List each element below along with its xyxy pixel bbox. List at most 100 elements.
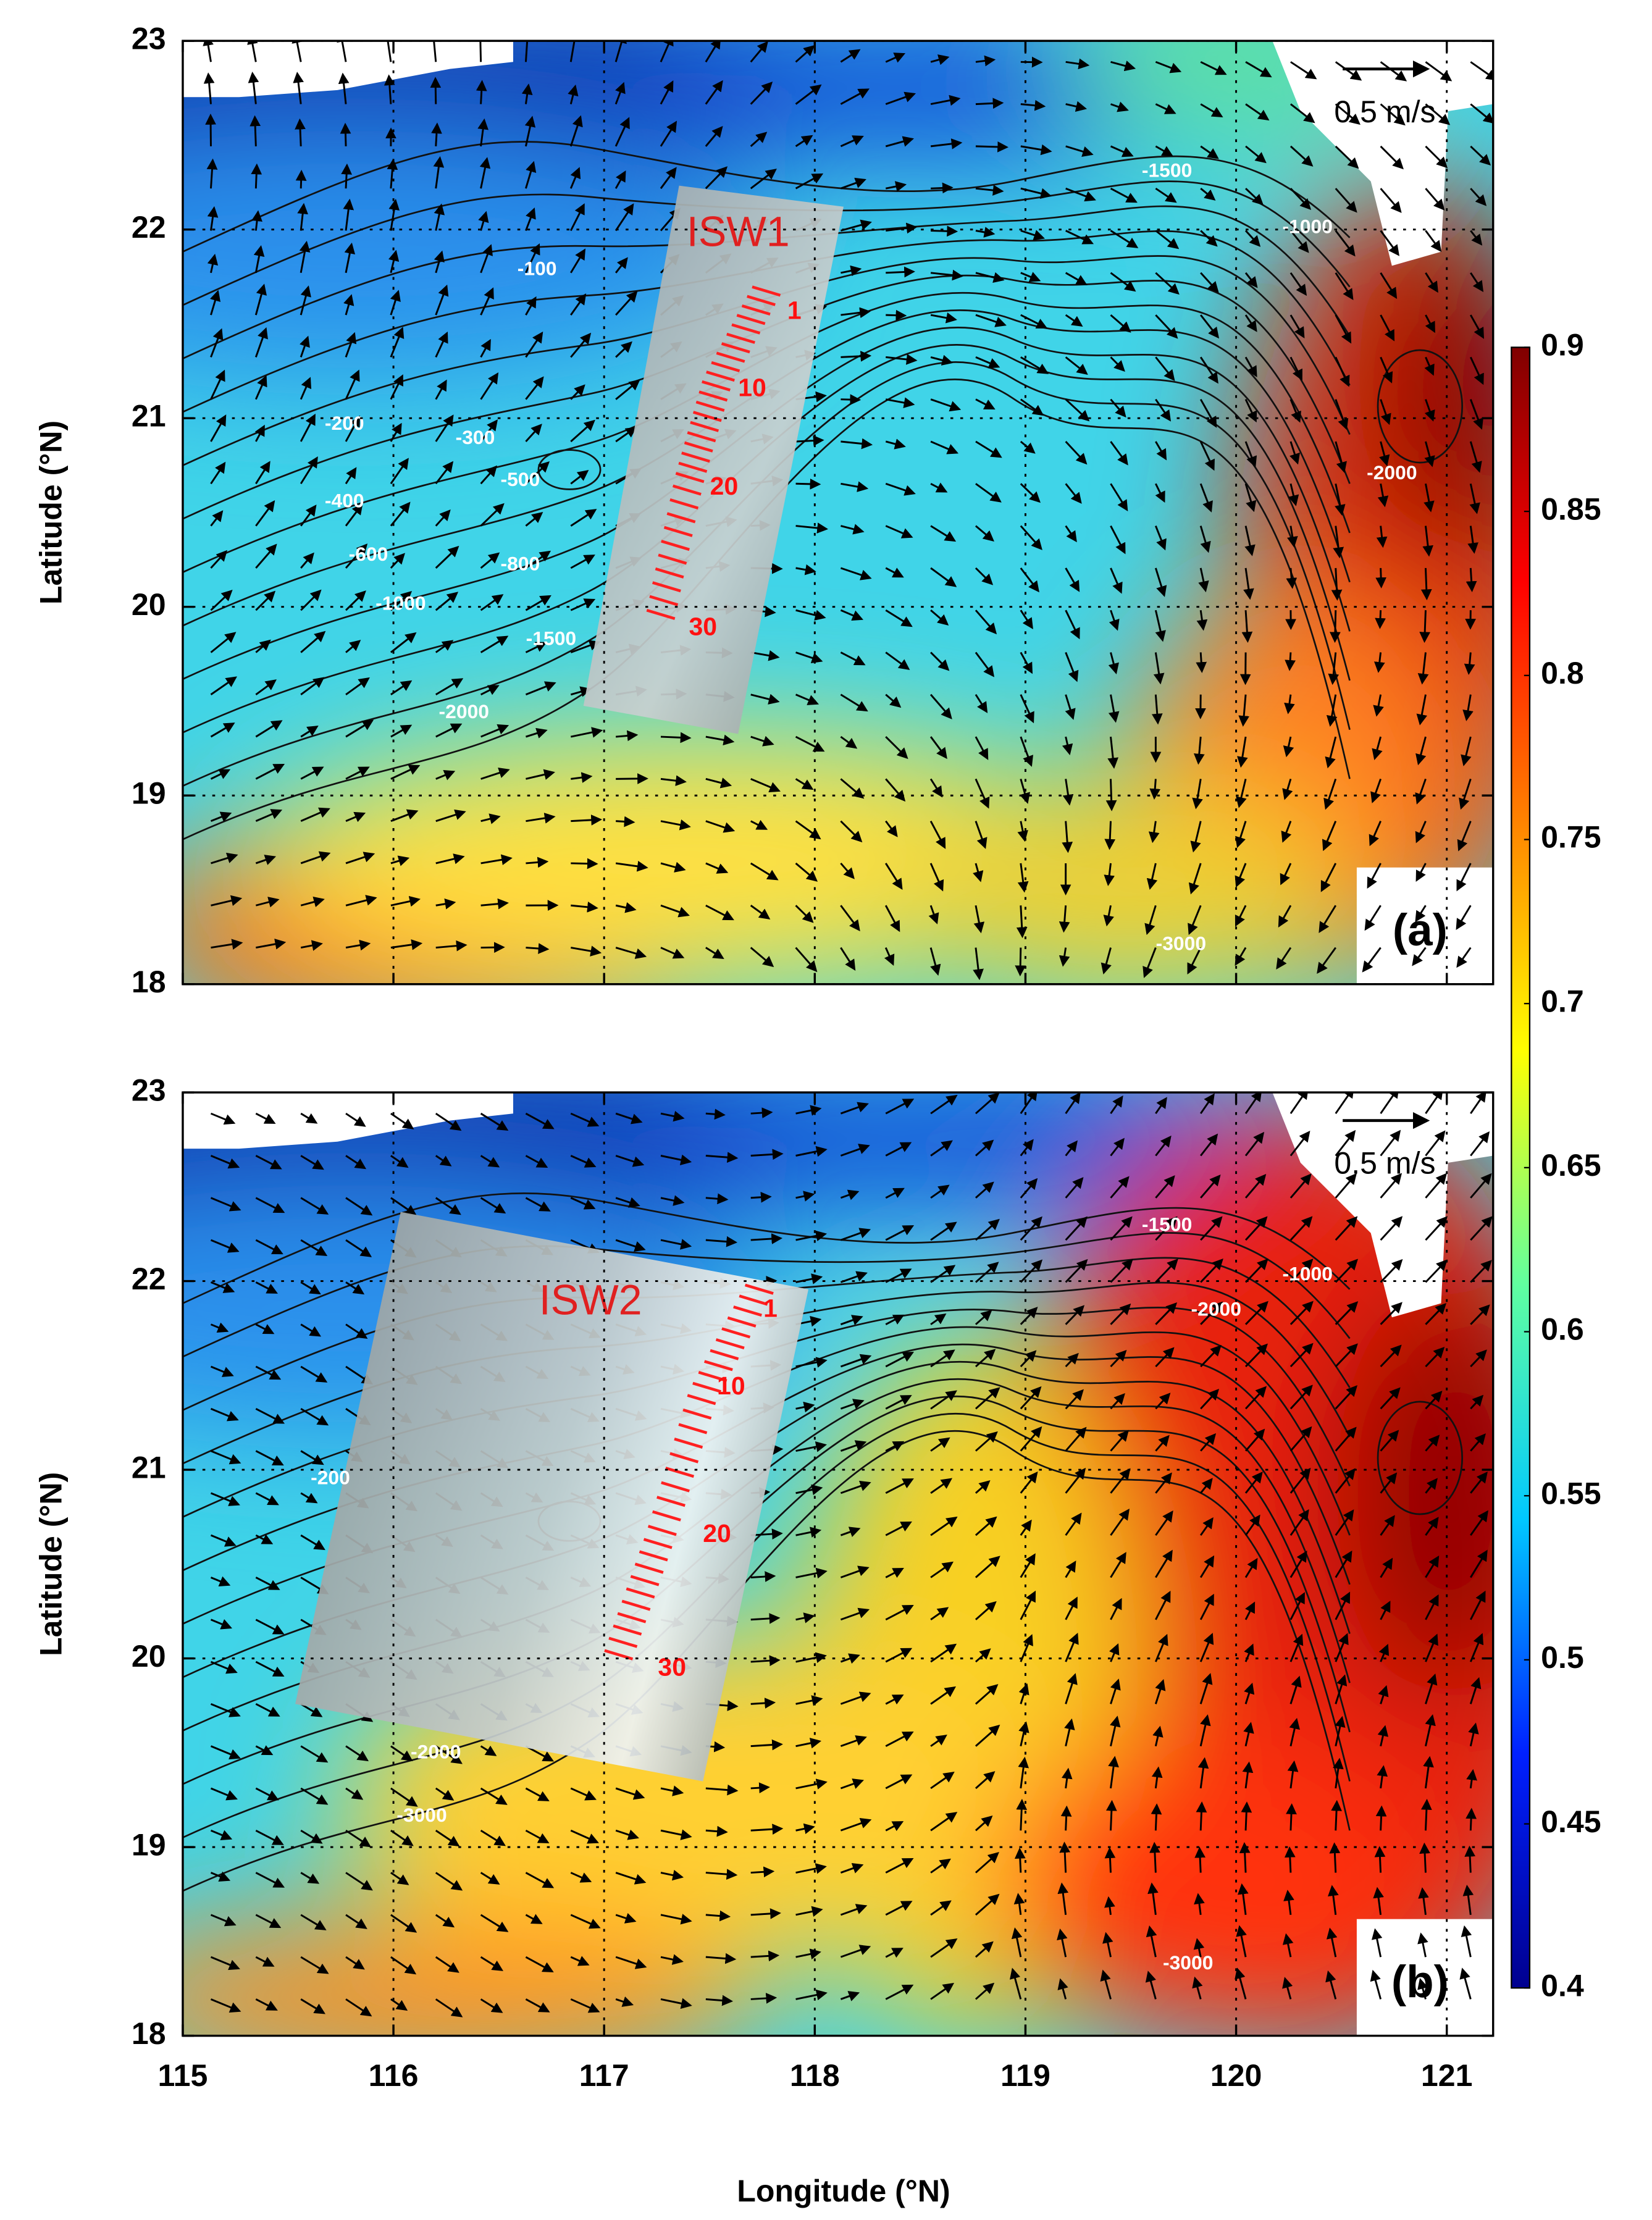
current-vector	[1020, 356, 1049, 374]
current-vector	[345, 1956, 365, 1970]
wave-crest-mark	[706, 371, 735, 382]
current-vector	[255, 1450, 284, 1466]
current-vector	[210, 510, 224, 527]
colorbar-tick-label: 0.65	[1541, 1148, 1601, 1183]
current-vector	[478, 211, 489, 231]
current-vector	[1235, 863, 1247, 888]
current-vector	[1155, 314, 1178, 339]
current-vector	[975, 821, 987, 849]
current-vector	[930, 54, 950, 65]
current-vector	[750, 1698, 776, 1709]
current-vector	[255, 809, 283, 823]
current-vector	[435, 1745, 463, 1764]
current-vector	[975, 1092, 1000, 1115]
current-vector	[841, 351, 872, 362]
current-vector	[1065, 314, 1083, 327]
current-vector	[1245, 103, 1270, 121]
current-vector	[1059, 1841, 1071, 1873]
current-vector	[930, 1478, 953, 1494]
current-vector	[885, 1395, 912, 1410]
current-vector	[1110, 483, 1128, 512]
current-vector	[390, 1956, 417, 1975]
current-vector	[1200, 1433, 1217, 1452]
current-vector	[1065, 398, 1090, 422]
current-vector	[1065, 1352, 1079, 1368]
current-vector	[1245, 61, 1272, 78]
current-vector	[615, 291, 638, 316]
current-vector	[255, 1619, 285, 1635]
current-vector	[255, 1281, 278, 1294]
current-vector	[705, 125, 723, 147]
current-vector	[345, 1787, 364, 1800]
current-vector	[1194, 1893, 1205, 1916]
current-vector	[795, 1948, 821, 1959]
current-vector	[1110, 314, 1131, 333]
current-vector	[253, 245, 265, 274]
current-vector	[525, 376, 544, 400]
current-vector	[390, 1155, 409, 1168]
current-vector	[615, 1872, 647, 1885]
current-vector	[1286, 1803, 1297, 1831]
current-vector	[1244, 1682, 1255, 1704]
current-vector	[300, 1745, 329, 1763]
current-vector	[614, 82, 626, 105]
current-vector	[840, 1991, 860, 2001]
current-vector	[480, 372, 499, 400]
current-vector	[1424, 356, 1435, 376]
current-vector	[1425, 188, 1445, 211]
current-vector	[750, 132, 768, 148]
current-vector	[570, 1998, 600, 2013]
current-vector	[300, 335, 310, 358]
current-vector	[254, 375, 267, 400]
current-vector	[1110, 101, 1129, 112]
current-vector	[1285, 652, 1296, 671]
current-vector	[885, 1901, 913, 1916]
current-vector	[1018, 1683, 1029, 1704]
current-vector	[840, 862, 855, 879]
current-vector	[345, 543, 368, 569]
current-vector	[1456, 863, 1472, 892]
current-vector	[1469, 483, 1480, 514]
current-vector	[1154, 568, 1167, 597]
current-vector	[255, 1492, 279, 1506]
current-vector	[1375, 568, 1387, 589]
current-vector	[840, 1527, 861, 1538]
current-vector	[660, 1154, 692, 1165]
current-vector	[930, 609, 949, 626]
current-vector	[1065, 230, 1094, 245]
current-vector	[973, 947, 984, 981]
wave-crest-mark	[655, 567, 684, 579]
current-vector	[1062, 736, 1073, 755]
current-vector	[1317, 947, 1336, 974]
current-vector	[210, 1914, 237, 1927]
current-vector	[885, 863, 903, 890]
current-vector	[1065, 440, 1088, 465]
current-vector	[1020, 1590, 1036, 1620]
current-vector	[1065, 1259, 1088, 1283]
current-vector	[430, 77, 442, 104]
current-vector	[975, 1601, 997, 1620]
current-vector	[975, 185, 1004, 196]
y-tick-label: 22	[132, 210, 166, 245]
current-vector	[930, 1094, 958, 1115]
current-vector	[390, 1112, 414, 1129]
current-vector	[660, 1998, 692, 2009]
current-vector	[1325, 736, 1337, 769]
current-vector	[1369, 821, 1382, 847]
current-vector	[435, 461, 454, 485]
sar-image	[583, 185, 844, 734]
current-vector	[1198, 568, 1209, 593]
current-vector	[525, 296, 537, 316]
current-vector	[975, 141, 1008, 153]
current-vector	[480, 635, 509, 653]
current-vector	[840, 778, 865, 799]
current-vector	[975, 272, 1005, 283]
panel-label: (b)	[1391, 1957, 1449, 2007]
current-vector	[750, 1866, 775, 1878]
current-vector	[525, 1155, 548, 1168]
current-vector	[1065, 1140, 1078, 1157]
wave-crest-mark	[675, 472, 705, 484]
x-tick-label: 120	[1210, 2058, 1262, 2093]
current-vector	[615, 1912, 637, 1924]
current-vector	[480, 854, 513, 866]
